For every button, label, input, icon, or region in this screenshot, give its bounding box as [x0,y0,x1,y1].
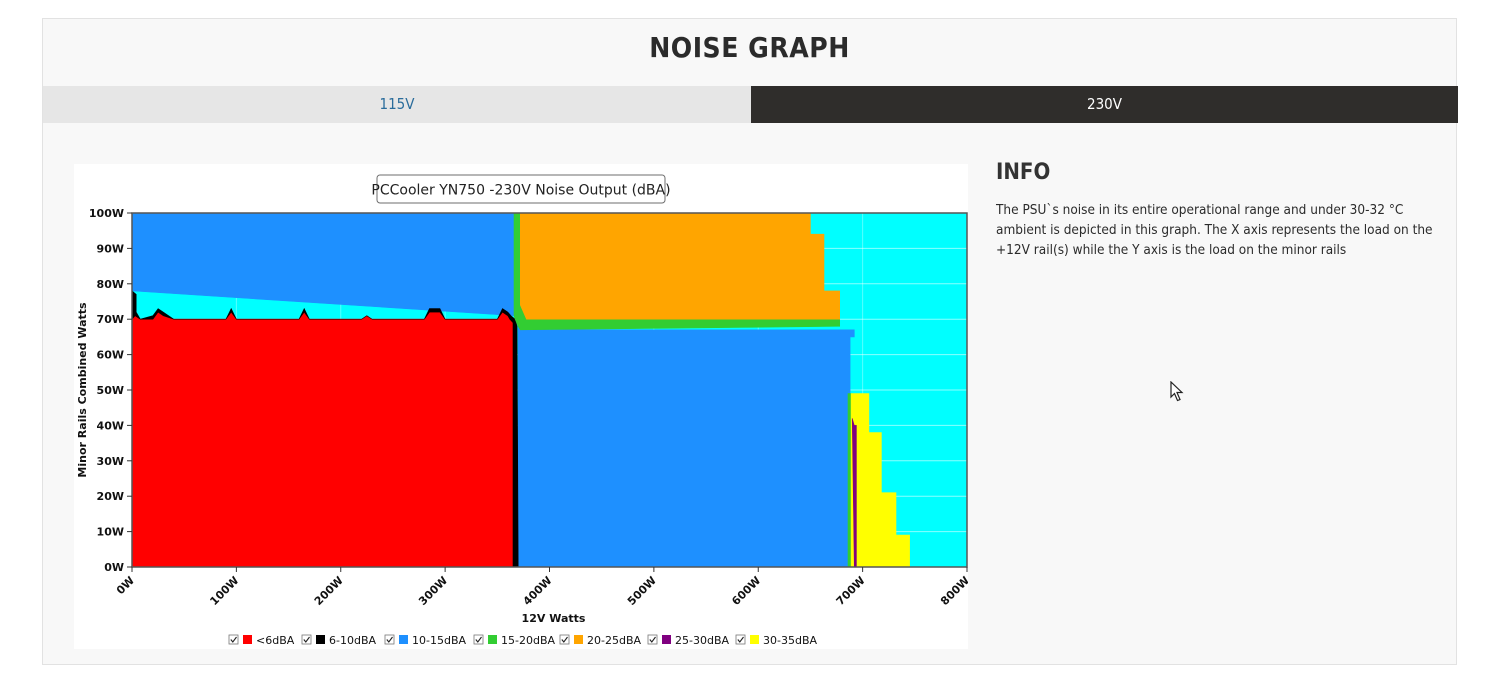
y-tick-label: 20W [97,490,124,503]
legend-item-30-35dba[interactable]: 30-35dBA [735,634,817,647]
check-icon [303,636,310,643]
chart-title: PCCooler YN750 -230V Noise Output (dBA) [371,183,670,199]
info-text: The PSU`s noise in its entire operationa… [996,202,1433,258]
check-icon [475,636,482,643]
x-axis-title: 12V Watts [522,612,586,625]
page-title: NOISE GRAPH [649,31,850,64]
x-tick-label: 300W [416,574,450,608]
legend-item-20-25dba[interactable]: 20-25dBA [559,634,641,647]
x-tick-label: 0W [114,574,137,597]
series-area-30-35dba [850,393,910,568]
series-area-25-30dba [851,418,857,568]
legend-swatch [488,635,497,644]
y-tick-label: 10W [97,526,124,539]
mouse-cursor-icon [1170,380,1184,408]
noise-chart: 0W 10W 20W 30W 40W 50W 60W 70W 80W 90W 100W 0W 100W 2… [74,164,968,649]
legend-label: 25-30dBA [675,634,729,647]
info-title: INFO [996,160,1051,185]
check-icon [737,636,744,643]
x-tick-label: 600W [729,574,763,608]
chart-title-box [376,174,666,204]
y-tick-label: 80W [97,278,124,291]
legend-item-10-15dba[interactable]: 10-15dBA [384,634,466,647]
y-axis-title: Minor Rails Combined Watts [76,302,89,478]
series-area-15-20dba [847,393,852,568]
legend-label: 15-20dBA [501,634,555,647]
y-tick-label: 30W [97,455,124,468]
y-tick-label: 60W [97,349,124,362]
legend-item-15-20dba[interactable]: 15-20dBA [473,634,555,647]
legend-label: 30-35dBA [763,634,817,647]
legend: <6dBA 6-10dBA 10-15dBA 15-20dBA 20-25dBA 25-3… [228,634,817,647]
legend-swatch [662,635,671,644]
legend-checkbox[interactable] [473,634,484,645]
series-area-20-25dba [519,212,841,320]
x-tick-label: 500W [625,574,659,608]
legend-item--6dba[interactable]: <6dBA [228,634,295,647]
x-tick-label: 100W [207,574,241,608]
series-area--6dba [131,311,514,568]
check-icon [230,636,237,643]
legend-swatch [399,635,408,644]
tab-115v[interactable]: 115V [43,86,751,123]
legend-checkbox[interactable] [228,634,239,645]
y-tick-label: 100W [89,207,124,220]
legend-checkbox[interactable] [301,634,312,645]
check-icon [649,636,656,643]
check-icon [561,636,568,643]
legend-swatch [750,635,759,644]
y-tick-label: 50W [97,384,124,397]
x-tick-label: 800W [938,574,968,608]
tab-230v[interactable]: 230V [751,86,1458,123]
chart-title-group: PCCooler YN750 -230V Noise Output (dBA) [371,174,671,204]
x-tick-label: 200W [312,574,346,608]
legend-swatch [243,635,252,644]
y-tick-label: 0W [104,561,124,574]
y-tick-label: 70W [97,313,124,326]
chart-svg: 0W 10W 20W 30W 40W 50W 60W 70W 80W 90W 100W 0W 100W 2… [76,174,968,647]
legend-checkbox[interactable] [647,634,658,645]
x-tick-label: 400W [521,574,555,608]
legend-label: 6-10dBA [329,634,376,647]
y-tick-label: 40W [97,419,124,432]
plot-area [131,212,968,568]
y-tick-label: 90W [97,242,124,255]
legend-checkbox[interactable] [559,634,570,645]
legend-label: 10-15dBA [412,634,466,647]
legend-swatch [316,635,325,644]
series-area-10-15dba [517,325,855,568]
legend-label: 20-25dBA [587,634,641,647]
legend-swatch [574,635,583,644]
legend-checkbox[interactable] [384,634,395,645]
legend-item-25-30dba[interactable]: 25-30dBA [647,634,729,647]
legend-checkbox[interactable] [735,634,746,645]
x-tick-label: 700W [834,574,868,608]
legend-item-6-10dba[interactable]: 6-10dBA [301,634,376,647]
check-icon [386,636,393,643]
legend-label: <6dBA [256,634,295,647]
